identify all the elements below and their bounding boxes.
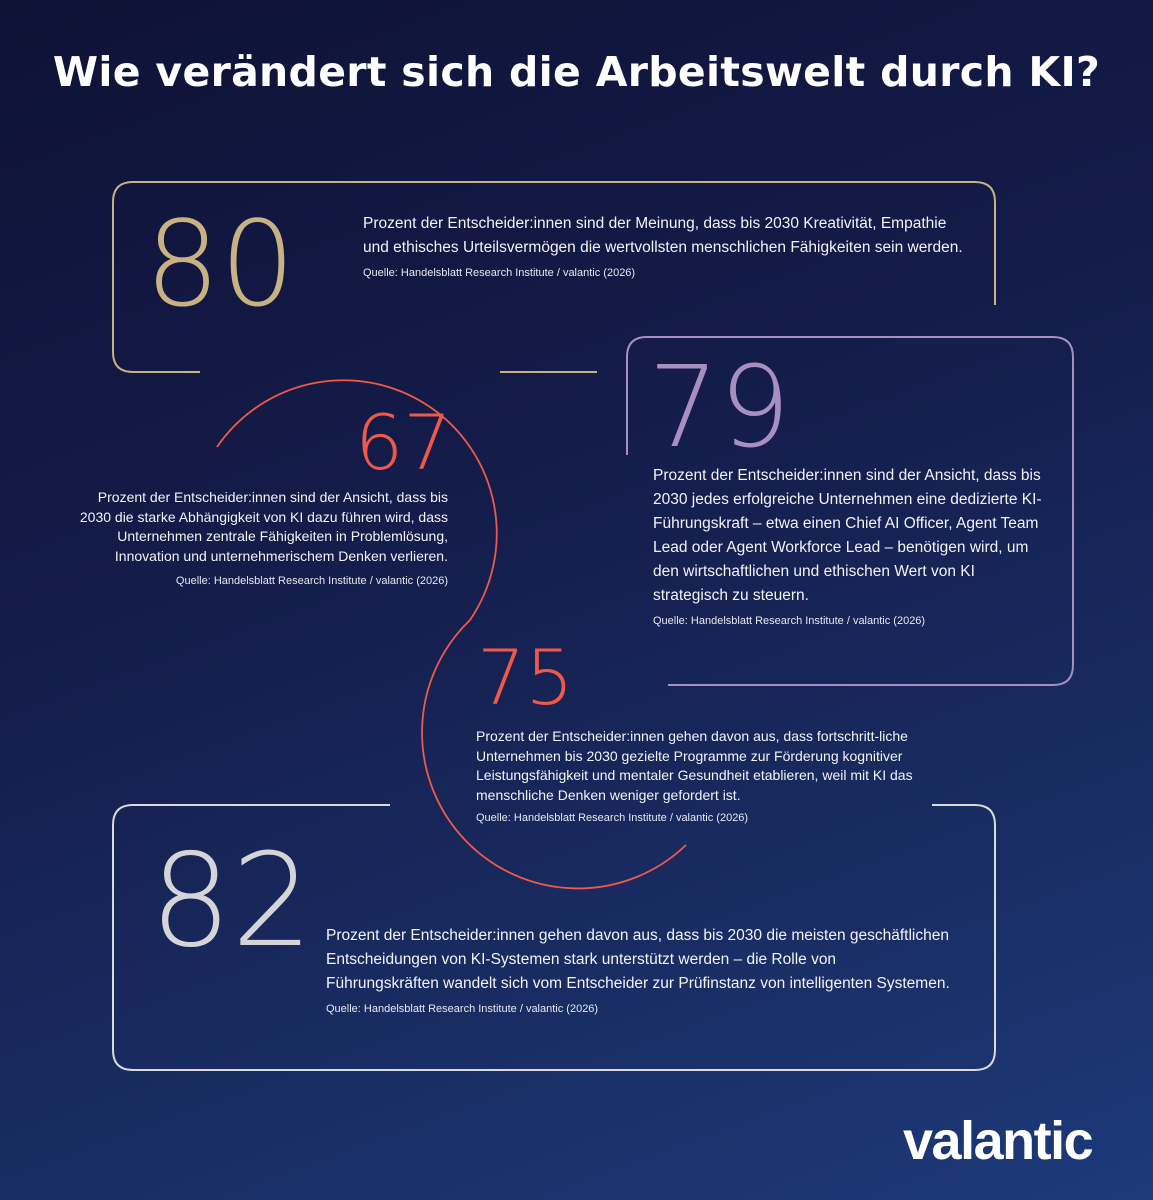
stat-82-text: Prozent der Entscheider:innen gehen davo…	[326, 927, 950, 992]
stat-79-value: 79	[648, 343, 791, 473]
stat-82-source: Quelle: Handelsblatt Research Institute …	[326, 1003, 599, 1015]
page-title: Wie verändert sich die Arbeitswelt durch…	[52, 48, 1101, 96]
stat-79-block: Prozent der Entscheider:innen sind der A…	[653, 464, 1048, 628]
stat-80-value: 80	[145, 195, 296, 333]
stat-67-text: Prozent der Entscheider:innen sind der A…	[79, 489, 448, 564]
stat-67-block: Prozent der Entscheider:innen sind der A…	[70, 488, 448, 588]
frame-82	[112, 804, 996, 1071]
stat-80-source: Quelle: Handelsblatt Research Institute …	[363, 267, 636, 279]
valantic-logo: valantic	[903, 1111, 1094, 1171]
stat-67-source: Quelle: Handelsblatt Research Institute …	[175, 575, 448, 587]
stat-80-text: Prozent der Entscheider:innen sind der M…	[363, 215, 963, 256]
frame-79	[626, 336, 1074, 686]
stat-75-value: 75	[477, 633, 574, 722]
stat-79-source: Quelle: Handelsblatt Research Institute …	[653, 615, 926, 627]
frame-80	[112, 181, 996, 373]
stat-75-text: Prozent der Entscheider:innen gehen davo…	[476, 728, 913, 803]
stat-75-block: Prozent der Entscheider:innen gehen davo…	[476, 727, 936, 825]
stat-80-block: Prozent der Entscheider:innen sind der M…	[363, 212, 973, 280]
stat-82-block: Prozent der Entscheider:innen gehen davo…	[326, 924, 951, 1016]
stat-67-value: 67	[355, 398, 452, 487]
stat-79-text: Prozent der Entscheider:innen sind der A…	[653, 467, 1042, 604]
curve-67-75	[216, 379, 687, 890]
stat-75-source: Quelle: Handelsblatt Research Institute …	[476, 812, 749, 824]
stat-82-value: 82	[150, 827, 313, 976]
